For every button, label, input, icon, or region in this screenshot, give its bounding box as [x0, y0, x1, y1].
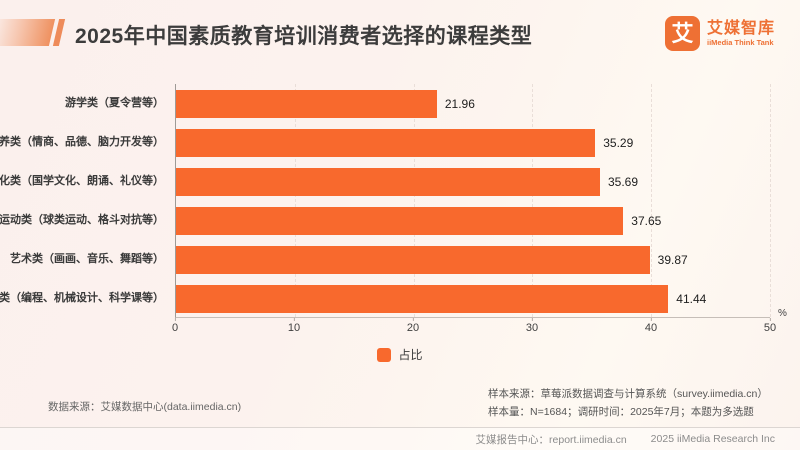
bar-value-label: 35.29	[603, 135, 634, 150]
sample-source-note: 样本来源：草莓派数据调查与计算系统（survey.iimedia.cn）	[488, 388, 768, 400]
category-label: 文化类（国学文化、朗诵、礼仪等）	[0, 175, 164, 187]
iimedia-logo-icon: 艾	[664, 16, 700, 51]
page-title: 2025年中国素质教育培训消费者选择的课程类型	[75, 25, 533, 48]
footer-copyright: 2025 iiMedia Research Inc	[650, 433, 775, 445]
iimedia-logo: 艾 艾媒智库 iiMedia Think Tank	[664, 16, 775, 51]
bar	[176, 167, 600, 196]
bar-row: 41.44	[176, 279, 770, 318]
title-accent-slash	[52, 19, 66, 46]
category-labels: 游学类（夏令营等） 素养类（情商、品德、脑力开发等） 文化类（国学文化、朗诵、礼仪等…	[0, 84, 170, 318]
title-accent-bar	[0, 19, 56, 46]
footer-bar: 艾媒报告中心：report.iimedia.cn 2025 iiMedia Re…	[0, 427, 800, 450]
bar	[176, 89, 437, 118]
bar-row: 39.87	[176, 240, 770, 279]
gridline	[294, 84, 296, 317]
sample-info-note: 样本量：N=1684；调研时间：2025年7月；本题为多选题	[488, 406, 754, 418]
x-tick-label: 50	[763, 318, 777, 334]
gridline	[413, 84, 415, 317]
bar-value-label: 21.96	[444, 96, 475, 111]
bar-value-label: 41.44	[676, 291, 707, 306]
bar	[176, 245, 650, 274]
gridline	[651, 84, 653, 317]
gridline	[532, 84, 534, 317]
bar-row: 35.69	[176, 162, 770, 201]
bar	[176, 284, 669, 313]
plot-area: 21.96 35.29 35.69 37.65 39.87 41.44	[175, 84, 771, 318]
x-tick-label: 30	[525, 318, 539, 334]
category-label: 科技类（编程、机械设计、科学课等）	[0, 292, 164, 304]
category-label: 体育运动类（球类运动、格斗对抗等）	[0, 214, 164, 226]
legend: 占比	[0, 346, 800, 363]
x-tick-label: 0	[171, 318, 179, 334]
bar-row: 37.65	[176, 201, 770, 240]
category-label: 游学类（夏令营等）	[65, 97, 164, 109]
x-tick-label: 40	[644, 318, 658, 334]
logo-name-cn: 艾媒智库	[706, 20, 775, 38]
bar-value-label: 35.69	[607, 174, 639, 189]
legend-swatch[interactable]	[377, 347, 392, 362]
bar-row: 21.96	[176, 84, 770, 123]
bar-value-label: 39.87	[657, 252, 688, 267]
footer-report-center: 艾媒报告中心：report.iimedia.cn	[475, 433, 627, 446]
x-axis-ticks: 0 10 20 30 40 50	[171, 318, 776, 334]
bar	[176, 206, 624, 235]
sample-notes: 样本来源：草莓派数据调查与计算系统（survey.iimedia.cn） 样本量…	[488, 385, 768, 421]
category-label: 素养类（情商、品德、脑力开发等）	[0, 136, 164, 148]
data-source-note: 数据来源：艾媒数据中心(data.iimedia.cn)	[48, 401, 242, 413]
gridline	[770, 84, 771, 317]
legend-label[interactable]: 占比	[398, 348, 423, 362]
logo-name-en: iiMedia Think Tank	[706, 38, 774, 48]
category-label: 艺术类（画画、音乐、舞蹈等）	[10, 253, 164, 265]
x-tick-label: 10	[287, 318, 301, 334]
x-tick-label: 20	[406, 318, 420, 334]
bar	[176, 128, 596, 157]
bar-row: 35.29	[176, 123, 770, 162]
bar-value-label: 37.65	[631, 213, 662, 228]
x-axis-unit-label: %	[778, 308, 787, 319]
iimedia-logo-text: 艾媒智库 iiMedia Think Tank	[707, 19, 775, 48]
